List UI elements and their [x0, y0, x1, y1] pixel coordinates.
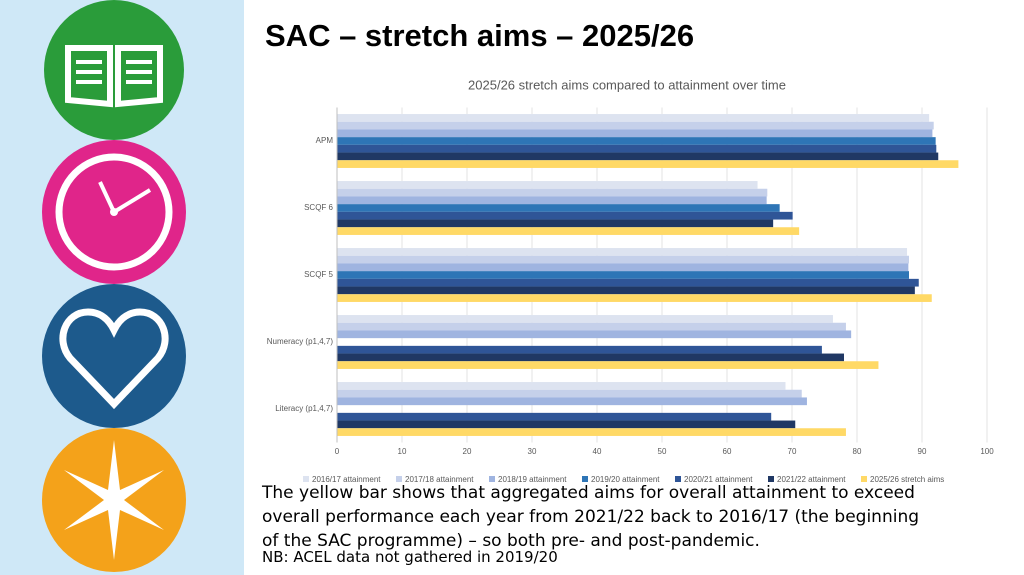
book-icon [44, 0, 184, 140]
legend-swatch [861, 476, 867, 482]
bar [337, 294, 932, 302]
x-tick-label: 60 [723, 447, 732, 456]
x-tick-label: 0 [335, 447, 340, 456]
bar [337, 129, 933, 138]
x-tick-label: 100 [980, 447, 994, 456]
bar [337, 114, 930, 122]
y-tick-label: SCQF 5 [304, 270, 333, 279]
bar [337, 160, 959, 168]
legend-label: 2019/20 attainment [591, 475, 660, 484]
bar [337, 382, 786, 390]
bar [337, 196, 767, 205]
bar [337, 315, 833, 323]
legend-label: 2017/18 attainment [405, 475, 474, 484]
bar [337, 248, 908, 256]
y-tick-label: Numeracy (p1,4,7) [267, 337, 334, 346]
note-text: NB: ACEL data not gathered in 2019/20 [262, 548, 558, 566]
legend-label: 2025/26 stretch aims [870, 475, 944, 484]
bar [337, 181, 758, 189]
bar [337, 219, 774, 228]
star-icon [42, 428, 186, 572]
bar [337, 137, 936, 145]
bar [337, 271, 909, 279]
legend-swatch [303, 476, 309, 482]
legend-swatch [489, 476, 495, 482]
slide-title: SAC – stretch aims – 2025/26 [265, 18, 694, 53]
bar [337, 361, 879, 369]
legend-swatch [396, 476, 402, 482]
legend-label: 2016/17 attainment [312, 475, 381, 484]
bar [337, 420, 796, 429]
x-tick-label: 20 [463, 447, 472, 456]
bar [337, 144, 937, 153]
bar [337, 227, 800, 235]
x-tick-label: 70 [788, 447, 797, 456]
legend-label: 2021/22 attainment [777, 475, 846, 484]
bar [337, 412, 772, 421]
bar [337, 204, 780, 212]
x-tick-label: 10 [398, 447, 407, 456]
x-tick-label: 40 [593, 447, 602, 456]
bar [337, 353, 844, 362]
legend-swatch [675, 476, 681, 482]
body-text: The yellow bar shows that aggregated aim… [262, 483, 920, 551]
x-tick-label: 50 [658, 447, 667, 456]
heart-icon [42, 284, 186, 428]
legend-label: 2018/19 attainment [498, 475, 567, 484]
bar [337, 428, 846, 436]
bar [337, 263, 909, 272]
bar [337, 152, 939, 161]
y-tick-label: APM [316, 136, 334, 145]
bar [337, 255, 909, 264]
bar [337, 345, 822, 354]
chart-title: 2025/26 stretch aims compared to attainm… [468, 77, 786, 92]
x-tick-label: 30 [528, 447, 537, 456]
x-tick-label: 90 [918, 447, 927, 456]
bar [337, 278, 919, 287]
y-tick-label: Literacy (p1,4,7) [275, 404, 333, 413]
x-tick-label: 80 [853, 447, 862, 456]
bar [337, 330, 852, 339]
clock-icon [42, 140, 186, 284]
bar [337, 389, 802, 398]
y-tick-label: SCQF 6 [304, 203, 333, 212]
bar [337, 286, 915, 295]
legend-swatch [582, 476, 588, 482]
bar [337, 188, 768, 197]
bar [337, 322, 846, 331]
bar [337, 397, 807, 406]
bar [337, 211, 793, 220]
legend-swatch [768, 476, 774, 482]
bar [337, 121, 934, 130]
legend-label: 2020/21 attainment [684, 475, 753, 484]
